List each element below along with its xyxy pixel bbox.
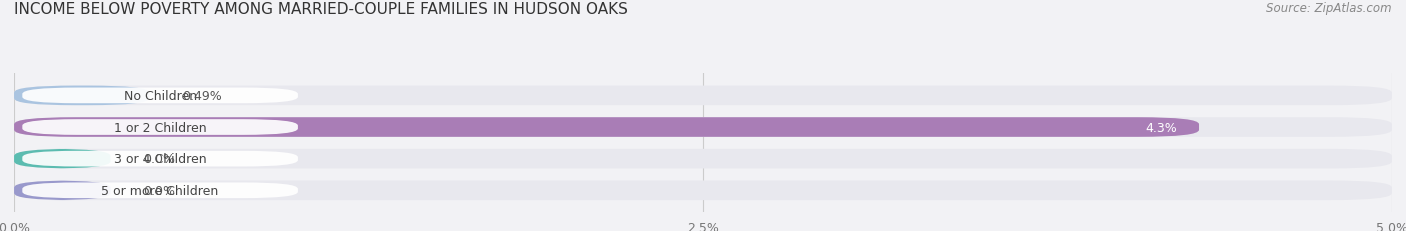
FancyBboxPatch shape: [22, 120, 298, 135]
Text: INCOME BELOW POVERTY AMONG MARRIED-COUPLE FAMILIES IN HUDSON OAKS: INCOME BELOW POVERTY AMONG MARRIED-COUPL…: [14, 2, 628, 17]
FancyBboxPatch shape: [14, 86, 149, 106]
Text: 1 or 2 Children: 1 or 2 Children: [114, 121, 207, 134]
FancyBboxPatch shape: [14, 149, 1392, 169]
Text: 0.0%: 0.0%: [143, 184, 176, 197]
Text: 4.3%: 4.3%: [1146, 121, 1177, 134]
FancyBboxPatch shape: [14, 181, 1392, 200]
Text: 5 or more Children: 5 or more Children: [101, 184, 219, 197]
Text: No Children: No Children: [124, 89, 197, 102]
Text: 0.0%: 0.0%: [143, 152, 176, 165]
FancyBboxPatch shape: [14, 181, 111, 200]
Text: 0.49%: 0.49%: [183, 89, 222, 102]
Text: 3 or 4 Children: 3 or 4 Children: [114, 152, 207, 165]
FancyBboxPatch shape: [14, 118, 1199, 137]
FancyBboxPatch shape: [14, 149, 111, 169]
Text: Source: ZipAtlas.com: Source: ZipAtlas.com: [1267, 2, 1392, 15]
FancyBboxPatch shape: [14, 118, 1392, 137]
FancyBboxPatch shape: [22, 88, 298, 104]
FancyBboxPatch shape: [14, 86, 1392, 106]
FancyBboxPatch shape: [22, 151, 298, 167]
FancyBboxPatch shape: [22, 183, 298, 198]
